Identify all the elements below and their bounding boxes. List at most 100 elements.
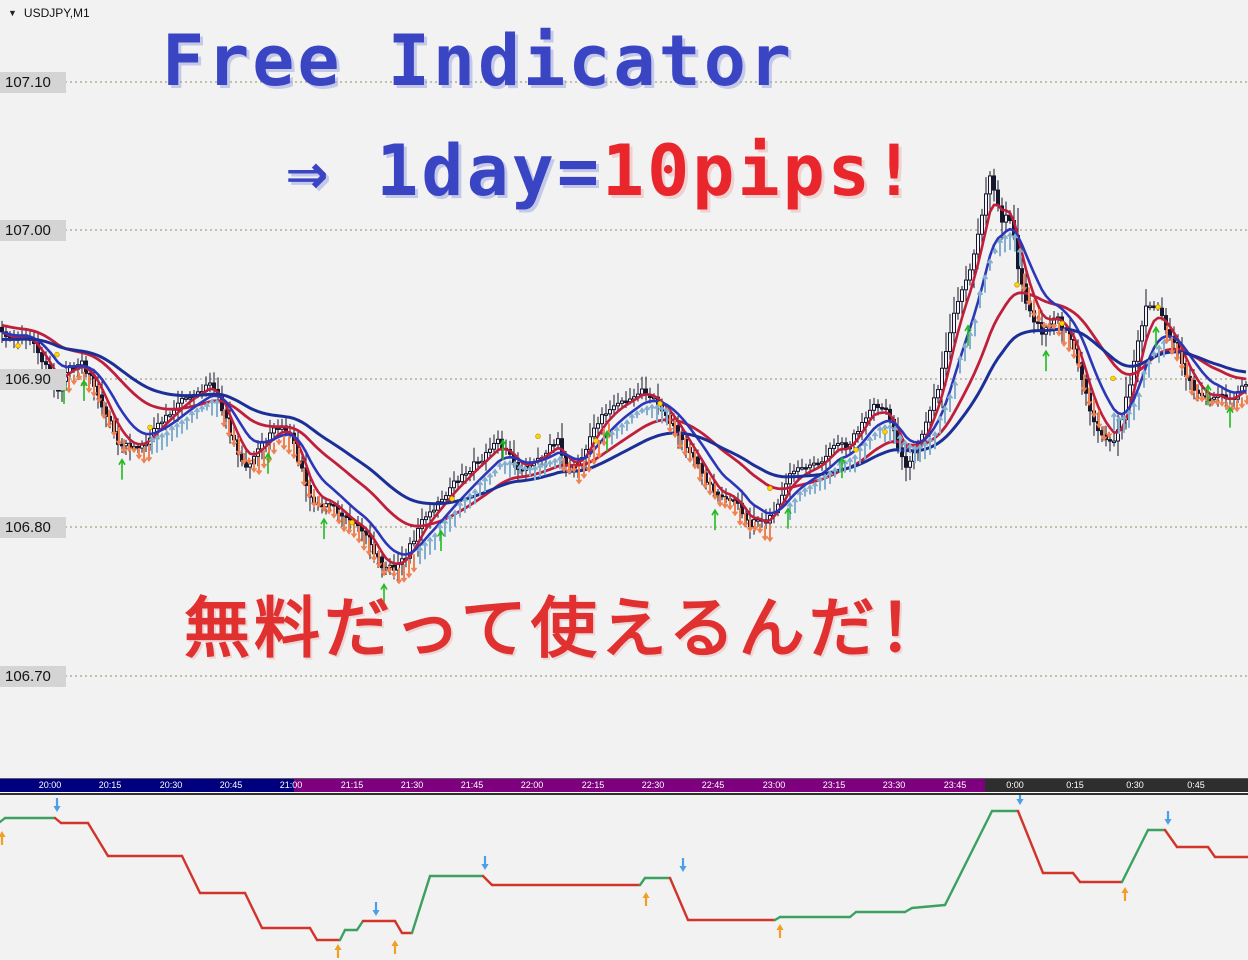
candle-body	[948, 332, 952, 353]
ribbon-arrowhead	[70, 379, 78, 386]
buy-signal-arrowhead	[1226, 406, 1234, 414]
separator-line-dark	[0, 793, 1248, 795]
ribbon-arrowhead	[658, 405, 666, 411]
candle-body	[992, 175, 996, 191]
ribbon-arrowhead	[511, 460, 519, 466]
step-line-up-segment	[910, 903, 947, 910]
ribbon-arrowhead	[816, 476, 824, 482]
candle-body	[476, 461, 480, 464]
buy-arrowhead	[391, 940, 399, 946]
crossover-dot-icon	[15, 343, 21, 349]
crossover-dot-icon	[1155, 304, 1161, 310]
ribbon-arrowhead	[921, 440, 929, 447]
ribbon-arrowhead	[996, 237, 1004, 244]
sell-arrowhead	[1016, 799, 1024, 805]
main-chart-area[interactable]	[0, 0, 1248, 778]
ribbon-arrowhead	[330, 513, 338, 519]
ribbon-arrowhead	[516, 463, 524, 470]
price-axis-label: 106.80	[0, 516, 66, 538]
crossover-dot-icon	[767, 485, 773, 492]
ribbon-arrowhead	[220, 422, 228, 428]
ribbon-arrowhead	[1213, 400, 1221, 406]
ribbon-arrowhead	[183, 415, 191, 422]
candle-body	[1080, 362, 1084, 381]
ribbon-arrowhead	[203, 401, 211, 408]
candle-body	[272, 427, 276, 434]
ribbon-arrowhead	[95, 397, 103, 404]
ribbon-arrowhead	[290, 453, 298, 460]
ribbon-arrowhead	[1035, 317, 1043, 323]
ribbon-arrowhead	[861, 441, 869, 447]
candle-body	[716, 491, 720, 496]
step-line-up-segment	[943, 809, 994, 907]
ribbon-arrowhead	[370, 556, 378, 562]
candle-body	[940, 367, 944, 391]
ribbon-arrowhead	[295, 461, 303, 467]
overlay-text-japanese: 無料だって使えるんだ！	[184, 590, 949, 667]
ribbon-arrowhead	[741, 522, 749, 528]
step-line-down-segment	[53, 816, 63, 825]
ribbon-arrowhead	[178, 419, 186, 425]
ribbon-arrowhead	[565, 469, 573, 475]
symbol-selector[interactable]: ▼ USDJPY,M1	[8, 6, 90, 20]
candle-body	[884, 407, 888, 411]
ribbon-arrowhead	[806, 484, 814, 490]
step-line-down-segment	[180, 854, 202, 895]
ribbon-arrowhead	[163, 430, 171, 436]
ribbon-arrowhead	[456, 500, 464, 507]
candle-body	[904, 456, 908, 468]
crossover-dot-icon	[54, 351, 60, 358]
ribbon-arrowhead	[595, 453, 603, 459]
buy-signal-arrowhead	[784, 507, 792, 515]
candle-body	[840, 442, 844, 445]
buy-signal-arrowhead	[264, 452, 272, 460]
buy-signal-arrowhead	[711, 508, 719, 516]
buy-arrowhead	[642, 892, 650, 898]
sell-arrowhead	[53, 806, 61, 812]
candle-body	[1148, 305, 1152, 309]
candle-body	[600, 414, 604, 425]
ribbon-arrowhead	[633, 410, 641, 416]
ribbon-arrowhead	[188, 410, 196, 416]
ribbon-arrowhead	[441, 518, 449, 524]
chevron-down-icon: ▼	[8, 8, 17, 18]
sell-arrowhead	[679, 866, 687, 872]
ribbon-arrowhead	[400, 577, 408, 583]
ribbon-arrowhead	[1120, 414, 1128, 420]
ribbon-arrowhead	[335, 519, 343, 525]
time-axis[interactable]: 20:00 20:15 20:30 20:45 21:00 21:15 21:30 21:45…	[0, 778, 1248, 792]
step-line-down-segment	[481, 874, 494, 887]
ribbon-arrowhead	[1045, 324, 1053, 330]
ribbon-arrowhead	[726, 505, 734, 511]
buy-arrowhead	[1121, 887, 1129, 893]
ribbon-arrowhead	[1238, 403, 1246, 409]
step-line-up-segment	[410, 874, 432, 935]
ribbon-arrowhead	[130, 447, 138, 454]
ribbon-arrowhead	[801, 486, 809, 493]
candle-body	[616, 402, 620, 407]
buy-signal-arrowhead	[964, 324, 972, 332]
candle-body	[184, 397, 188, 400]
sub-indicator-area[interactable]	[0, 795, 1248, 960]
ribbon-arrowhead	[1198, 397, 1206, 403]
ribbon-arrowhead	[751, 526, 759, 532]
candle-body	[164, 414, 168, 423]
candle-body	[552, 444, 556, 447]
ribbon-arrowhead	[416, 545, 424, 551]
candle-body	[180, 397, 184, 404]
candle-body	[448, 487, 452, 497]
candle-body	[1000, 205, 1004, 223]
ribbon-arrowhead	[168, 424, 176, 431]
candle-body	[804, 467, 808, 470]
candle-body	[796, 467, 800, 472]
ribbon-arrowhead	[976, 289, 984, 296]
ribbon-arrowhead	[1243, 399, 1248, 406]
ribbon-arrowhead	[395, 579, 403, 585]
candle-body	[432, 509, 436, 513]
candle-body	[1144, 305, 1148, 327]
ribbon-arrowhead	[1016, 247, 1024, 253]
ribbon-arrowhead	[575, 479, 583, 485]
ribbon-arrowhead	[623, 419, 631, 425]
candle-body	[608, 409, 612, 415]
candle-body	[676, 425, 680, 436]
